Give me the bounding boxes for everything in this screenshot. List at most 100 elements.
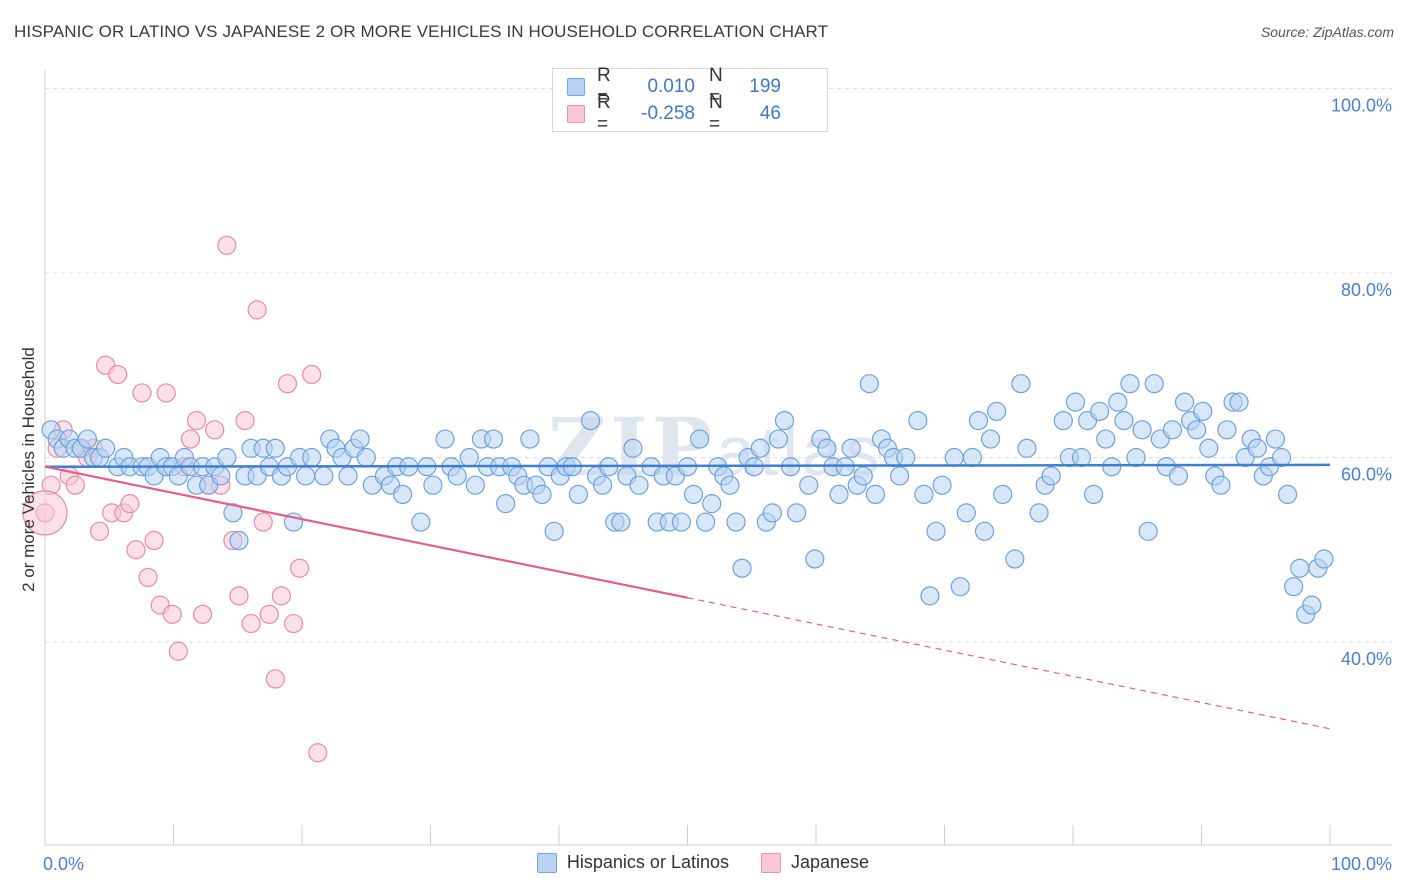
legend-r-label: R = xyxy=(597,65,611,108)
japanese-point xyxy=(180,429,201,449)
hispanic-point xyxy=(956,503,976,523)
hispanic-point xyxy=(1065,392,1086,412)
japanese-point xyxy=(132,383,152,403)
hispanic-point xyxy=(1102,457,1122,477)
hispanic-point xyxy=(302,447,322,468)
hispanic-point xyxy=(974,521,995,541)
hispanic-point xyxy=(229,530,249,551)
series-legend-japanese[interactable]: Japanese xyxy=(761,852,869,873)
hispanic-point xyxy=(544,521,564,541)
hispanic-point xyxy=(1138,521,1158,541)
hispanic-point xyxy=(805,549,825,569)
japanese-point xyxy=(162,604,182,624)
hispanic-point xyxy=(1114,410,1134,431)
hispanic-point xyxy=(1229,392,1249,412)
hispanic-point xyxy=(296,466,316,486)
hispanic-point xyxy=(96,438,116,458)
hispanic-point xyxy=(1265,429,1286,449)
hispanic-point xyxy=(350,429,370,449)
grid-lines xyxy=(45,87,1392,643)
legend-n-label: N = xyxy=(709,65,723,108)
hispanic-point xyxy=(593,475,613,495)
japanese-point xyxy=(308,743,328,763)
hispanic-point xyxy=(314,466,334,486)
hispanic-point xyxy=(968,410,989,431)
hispanic-point xyxy=(962,447,982,468)
hispanic-point xyxy=(896,447,916,468)
hispanic-point xyxy=(853,466,873,486)
x-tick-label-start: 0.0% xyxy=(43,854,84,874)
hispanic-point xyxy=(459,447,479,468)
hispanic-point xyxy=(1162,420,1183,440)
japanese-point xyxy=(302,364,322,385)
hispanic-point xyxy=(1314,549,1334,569)
hispanic-point xyxy=(465,475,485,495)
hispanic-point xyxy=(1199,438,1219,458)
hispanic-point xyxy=(423,475,443,495)
hispanic-point xyxy=(435,429,455,449)
japanese-point xyxy=(271,586,291,606)
hispanic-point xyxy=(829,484,849,505)
hispanic-point xyxy=(1247,438,1267,458)
hispanic-point xyxy=(750,438,770,458)
hispanic-point xyxy=(568,484,588,505)
hispanic-point xyxy=(483,429,504,449)
japanese-point xyxy=(192,604,213,624)
hispanic-point xyxy=(914,484,934,505)
hispanic-point xyxy=(944,447,964,468)
hispanic-point xyxy=(865,484,886,505)
hispanic-point xyxy=(411,512,431,532)
japanese-point xyxy=(186,410,207,431)
hispanic-point xyxy=(1193,401,1213,421)
hispanic-point xyxy=(356,447,376,468)
series-legend: Hispanics or Latinos Japanese xyxy=(0,852,1406,873)
japanese-point xyxy=(253,512,273,532)
trend-lines xyxy=(44,463,1331,730)
hispanic-point xyxy=(496,494,516,514)
hispanic-point xyxy=(774,410,795,431)
hispanic-point xyxy=(629,475,649,495)
x-tick-label-end: 100.0% xyxy=(1331,854,1392,874)
hispanic-point xyxy=(1005,549,1025,569)
legend-n-label: N = xyxy=(709,92,723,135)
hispanic-point xyxy=(1029,503,1049,523)
hispanic-point xyxy=(223,503,243,523)
hispanic-point xyxy=(671,512,692,532)
y-tick-label: 40.0% xyxy=(1341,649,1392,669)
japanese-point xyxy=(126,540,146,560)
hispanic-point xyxy=(1084,484,1104,505)
hispanic-point xyxy=(623,438,643,458)
hispanic-point xyxy=(1120,374,1140,394)
legend-r-value: -0.258 xyxy=(641,103,695,124)
hispanic-point xyxy=(1144,374,1164,394)
y-tick-label: 80.0% xyxy=(1341,280,1392,300)
hispanic-point xyxy=(690,429,710,449)
hispanic-point xyxy=(1168,466,1189,486)
hispanic-point xyxy=(1174,392,1195,412)
hispanic-point xyxy=(726,512,746,532)
hispanic-trend-line xyxy=(44,463,1331,468)
hispanic-point xyxy=(1011,374,1031,394)
japanese-point xyxy=(156,383,176,403)
legend-n-value: 199 xyxy=(749,76,781,97)
hispanic-point xyxy=(799,475,819,495)
japanese-point xyxy=(235,410,255,431)
y-tick-label: 100.0% xyxy=(1331,95,1392,115)
y-axis-title: 2 or more Vehicles in Household xyxy=(19,347,38,592)
japanese-point xyxy=(283,613,304,634)
legend-r-value: 0.010 xyxy=(647,76,695,97)
japanese-point xyxy=(241,613,261,634)
japanese-point xyxy=(217,235,237,255)
japanese-point xyxy=(89,521,110,541)
legend-swatch-hispanic xyxy=(567,78,585,96)
hispanic-point xyxy=(1096,429,1116,449)
hispanic-point xyxy=(611,512,631,532)
hispanic-point xyxy=(520,429,540,449)
legend-n-value: 46 xyxy=(759,103,781,124)
japanese-point xyxy=(289,558,310,578)
series-legend-hispanic[interactable]: Hispanics or Latinos xyxy=(536,852,729,873)
japanese-point xyxy=(259,604,279,624)
hispanic-point xyxy=(768,429,789,449)
hispanic-point xyxy=(1187,420,1207,440)
hispanic-point xyxy=(696,512,716,532)
